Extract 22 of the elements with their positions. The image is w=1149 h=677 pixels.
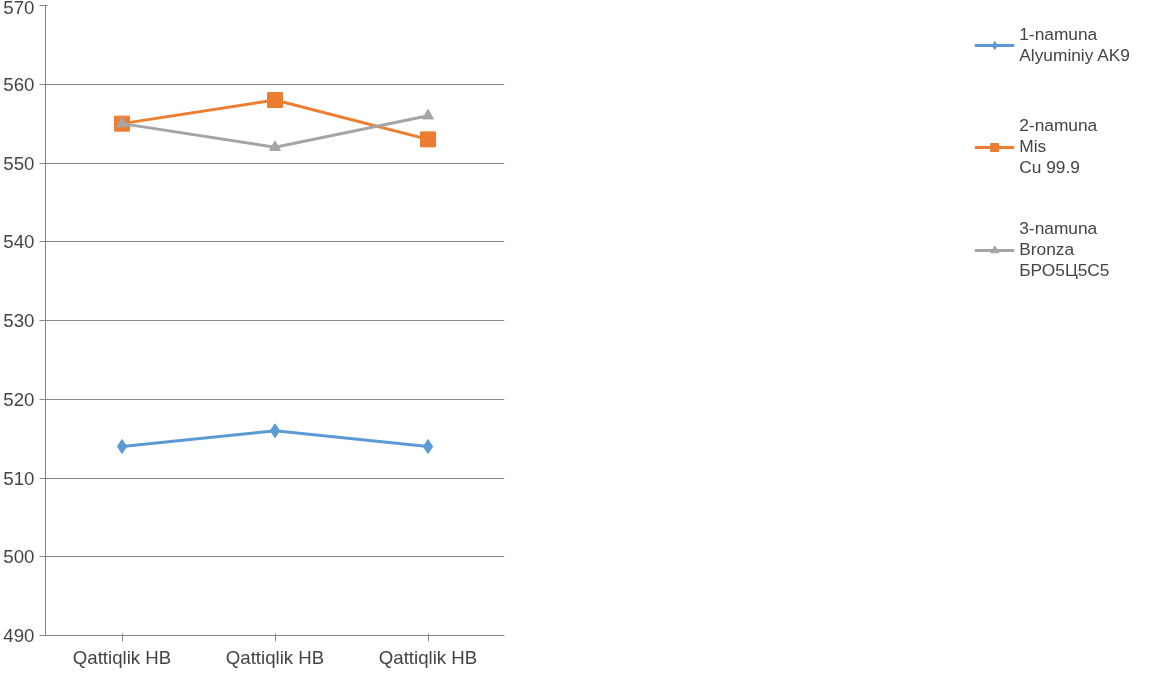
x-tick-label: Qattiqlik HB bbox=[72, 646, 172, 668]
legend-label: 1-namuna Alyuminiy AK9 bbox=[1019, 23, 1130, 67]
point bbox=[269, 423, 281, 439]
y-tick-label: 550 bbox=[3, 152, 35, 174]
x-tick-label: Qattiqlik HB bbox=[378, 646, 478, 668]
legend-label: 3-namuna Bronza БРО5Ц5С5 bbox=[1019, 218, 1110, 281]
y-tick-label: 540 bbox=[3, 231, 35, 253]
point bbox=[269, 140, 281, 151]
y-tick-label: 520 bbox=[3, 388, 35, 410]
legend-label: 2-namuna Mis Cu 99.9 bbox=[1019, 115, 1098, 178]
point bbox=[422, 439, 434, 454]
point bbox=[420, 131, 436, 148]
y-tick-label: 500 bbox=[3, 546, 35, 568]
x-tick-label: Qattiqlik HB bbox=[225, 646, 325, 668]
point bbox=[267, 92, 283, 108]
y-tick-label: 530 bbox=[3, 310, 35, 331]
point bbox=[422, 108, 434, 120]
y-tick-label: 490 bbox=[3, 625, 35, 646]
y-tick-label: 570 bbox=[3, 0, 35, 18]
point bbox=[116, 439, 128, 454]
y-tick-label: 510 bbox=[3, 467, 35, 489]
y-tick-label: 560 bbox=[3, 73, 35, 95]
